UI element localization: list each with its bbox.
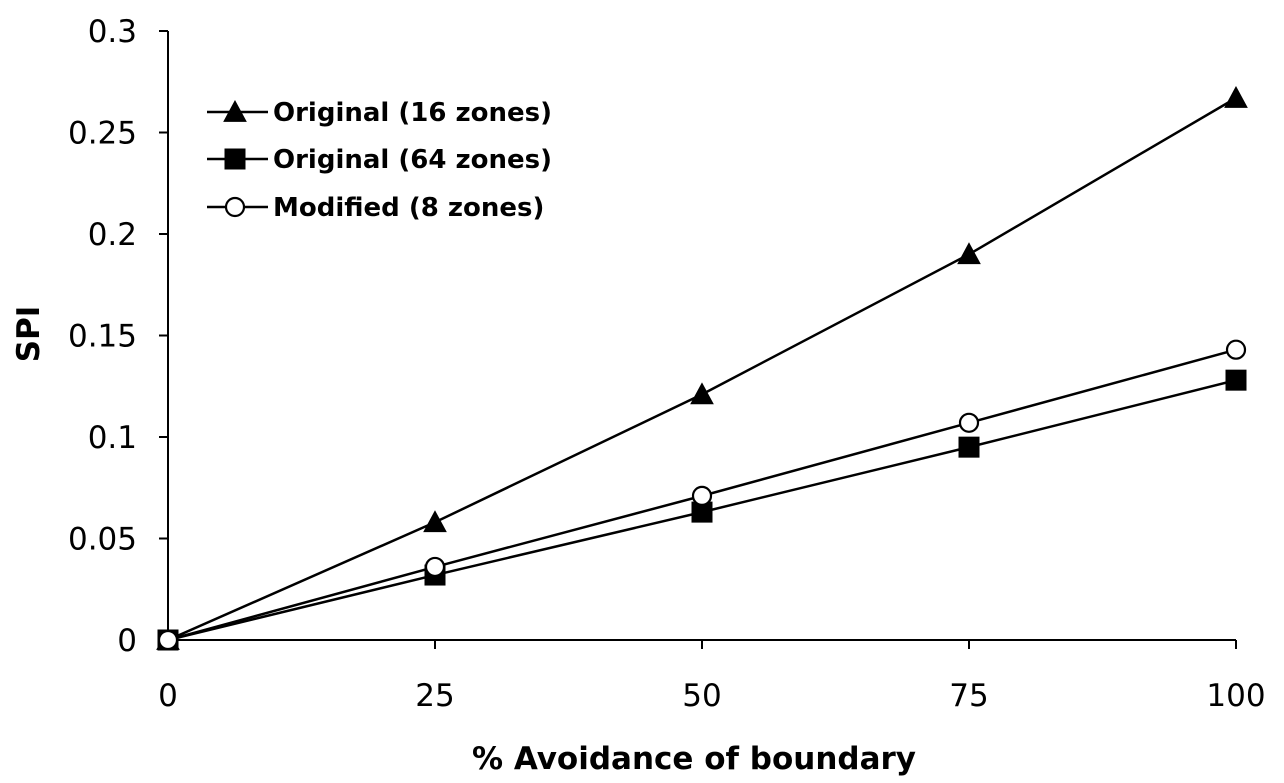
x-tick-label: 100	[1206, 678, 1265, 714]
y-axis-title: SPI	[11, 306, 47, 363]
data-point	[157, 629, 179, 651]
x-ticks: 0 25 50 75 100	[158, 640, 1266, 714]
data-point	[423, 510, 447, 533]
data-point	[1224, 85, 1248, 108]
series-original-64-zones	[157, 369, 1247, 651]
legend-label: Original (64 zones)	[273, 145, 552, 175]
data-point	[1225, 369, 1247, 391]
y-tick-label: 0.15	[68, 319, 137, 355]
data-point	[1225, 339, 1247, 360]
y-tick-label: 0.2	[88, 217, 137, 253]
series-modified-8-zones	[157, 339, 1247, 651]
legend-swatch-marker	[223, 99, 247, 122]
y-ticks: 0 0.05 0.1 0.15 0.2 0.25 0.3	[68, 14, 168, 659]
data-point	[958, 412, 980, 433]
series-layer	[156, 85, 1248, 651]
y-tick-label: 0.25	[68, 116, 137, 152]
legend-item: Modified (8 zones)	[207, 193, 544, 223]
legend: Original (16 zones) Original (64 zones) Mo…	[207, 98, 552, 223]
legend-item: Original (16 zones)	[207, 98, 552, 128]
data-point	[957, 242, 981, 265]
legend-label: Original (16 zones)	[273, 98, 552, 128]
y-tick-label: 0.3	[88, 14, 137, 50]
series-original-16-zones	[156, 85, 1248, 650]
x-tick-label: 50	[682, 678, 721, 714]
y-tick-label: 0.1	[88, 420, 137, 456]
y-tick-label: 0.05	[68, 522, 137, 558]
y-tick-label: 0	[117, 623, 137, 659]
legend-label: Modified (8 zones)	[273, 193, 544, 223]
series-line	[167, 96, 1237, 642]
legend-swatch-marker	[224, 196, 246, 218]
legend-swatch-marker	[224, 148, 246, 170]
x-tick-label: 25	[415, 678, 454, 714]
legend-item: Original (64 zones)	[207, 145, 552, 175]
data-point	[690, 382, 714, 405]
data-point	[958, 436, 980, 458]
x-axis-title: % Avoidance of boundary	[472, 741, 916, 777]
x-tick-label: 75	[949, 678, 988, 714]
data-point	[424, 556, 446, 578]
x-tick-label: 0	[158, 678, 178, 714]
data-point	[691, 485, 713, 506]
